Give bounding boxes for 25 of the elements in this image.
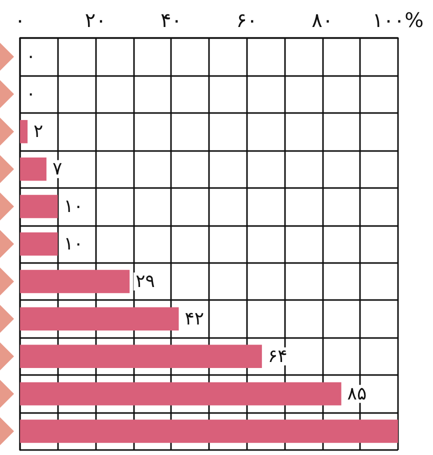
bar: [20, 382, 342, 406]
data-label: ۷: [52, 158, 62, 180]
x-tick-label: ۸۰: [312, 8, 334, 32]
data-label: ۰: [26, 46, 36, 68]
x-tick-label: ۶۰: [236, 8, 258, 32]
x-tick-label: ۰: [14, 8, 26, 32]
x-tick-label: ۴۰: [160, 8, 182, 32]
bar: [20, 307, 179, 331]
bar: [20, 344, 262, 368]
data-label: ۲۹: [136, 270, 155, 292]
bar: [20, 420, 398, 443]
x-tick-label: ۲۰: [84, 8, 106, 32]
x-tick-label: ۱۰۰%: [372, 8, 424, 32]
data-label: ۲: [34, 121, 44, 142]
bar: [20, 120, 28, 144]
data-label: ۶۴: [268, 346, 288, 367]
data-label: ۴۲: [184, 308, 204, 330]
bar: [20, 157, 46, 181]
data-label: ۰: [26, 84, 36, 105]
bar: [20, 270, 130, 294]
data-label: ۱۰: [64, 234, 84, 254]
data-label: ۱۰: [64, 196, 84, 218]
data-label: ۸۵: [347, 383, 367, 404]
bar: [20, 194, 58, 218]
bar: [20, 232, 58, 256]
